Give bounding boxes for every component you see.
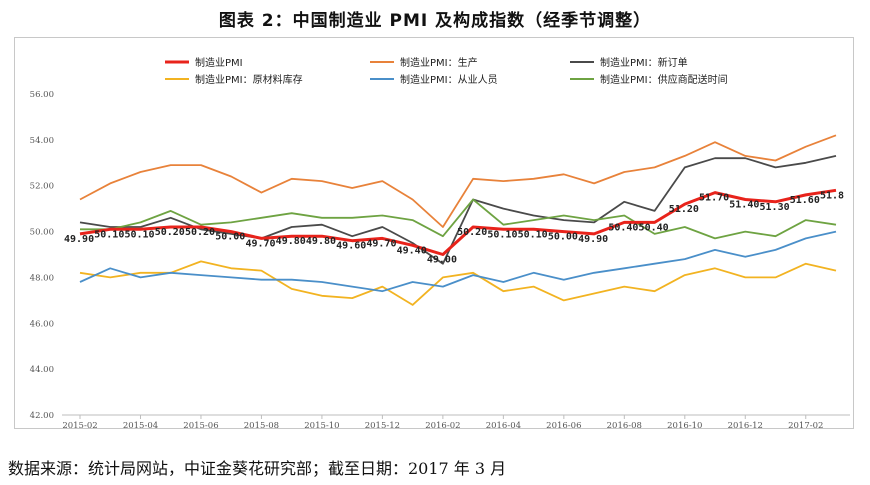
x-tick-label: 2016-12 — [728, 421, 763, 431]
legend-label: 制造业PMI：原材料库存 — [195, 73, 303, 86]
legend-label: 制造业PMI — [195, 56, 243, 69]
pmi-data-label: 50.10 — [518, 229, 548, 240]
pmi-data-label: 49.90 — [578, 234, 608, 245]
pmi-data-label: 50.40 — [639, 222, 669, 233]
pmi-data-label: 50.20 — [155, 227, 185, 238]
y-tick-label: 56.00 — [30, 90, 54, 100]
pmi-data-label: 50.10 — [94, 229, 124, 240]
pmi-data-label: 51.60 — [790, 195, 820, 206]
series-line — [79, 155, 837, 265]
pmi-data-label: 51.70 — [699, 193, 729, 204]
y-tick-label: 44.00 — [30, 365, 54, 375]
chart-title: 图表 2：中国制造业 PMI 及构成指数（经季节调整） — [218, 11, 652, 31]
pmi-data-label: 50.20 — [185, 227, 215, 238]
legend-label: 制造业PMI：供应商配送时间 — [600, 73, 728, 86]
series-line — [80, 198, 837, 240]
x-tick-label: 2016-10 — [667, 421, 702, 431]
pmi-data-label: 51.40 — [729, 199, 759, 210]
pmi-data-label: 51.20 — [669, 204, 699, 215]
x-tick-label: 2015-06 — [183, 421, 218, 431]
y-tick-label: 48.00 — [30, 273, 54, 283]
y-tick-label: 42.00 — [30, 411, 54, 421]
x-tick-label: 2015-10 — [304, 421, 339, 431]
x-tick-label: 2015-02 — [62, 421, 97, 431]
pmi-data-label: 49.80 — [276, 236, 306, 247]
y-tick-label: 52.00 — [30, 182, 54, 192]
x-tick-label: 2016-02 — [425, 421, 460, 431]
x-tick-label: 2015-12 — [365, 421, 400, 431]
y-tick-label: 46.00 — [30, 319, 54, 329]
pmi-data-label: 49.80 — [306, 236, 336, 247]
pmi-data-label: 49.90 — [64, 234, 94, 245]
series-line — [79, 260, 837, 306]
pmi-data-label: 50.40 — [608, 222, 638, 233]
pmi-data-label: 49.00 — [427, 255, 457, 266]
pmi-data-label: 50.10 — [487, 229, 517, 240]
pmi-data-label: 49.60 — [336, 241, 366, 252]
pmi-data-label: 50.20 — [457, 227, 487, 238]
x-tick-label: 2016-04 — [486, 421, 521, 431]
pmi-data-label: 49.70 — [245, 238, 275, 249]
series-line — [79, 188, 837, 256]
chart-axes: 42.00 44.00 46.00 48.00 50.00 52.00 54.00 56.00… — [30, 90, 850, 431]
pmi-data-label: 49.70 — [366, 238, 396, 249]
y-tick-label: 54.00 — [30, 136, 54, 146]
chart-series — [79, 134, 837, 306]
x-tick-label: 2015-08 — [244, 421, 279, 431]
legend-label: 制造业PMI：新订单 — [600, 56, 688, 69]
pmi-data-label: 51.8 — [820, 190, 844, 201]
series-line — [79, 230, 837, 293]
x-tick-label: 2015-04 — [123, 421, 158, 431]
series-line — [79, 134, 837, 228]
pmi-data-label: 50.10 — [124, 229, 154, 240]
y-tick-label: 50.00 — [30, 228, 54, 238]
legend-label: 制造业PMI：从业人员 — [400, 73, 498, 86]
source-note: 数据来源：统计局网站，中证金葵花研究部；截至日期：2017 年 3 月 — [8, 459, 507, 478]
x-tick-label: 2016-08 — [607, 421, 642, 431]
legend-label: 制造业PMI：生产 — [400, 56, 478, 69]
x-tick-label: 2016-06 — [546, 421, 581, 431]
pmi-data-label: 50.00 — [215, 232, 245, 243]
pmi-data-label: 51.30 — [760, 202, 790, 213]
chart-frame — [14, 37, 854, 429]
pmi-data-label: 49.40 — [397, 245, 427, 256]
x-tick-label: 2017-02 — [788, 421, 823, 431]
pmi-data-label: 50.00 — [548, 232, 578, 243]
